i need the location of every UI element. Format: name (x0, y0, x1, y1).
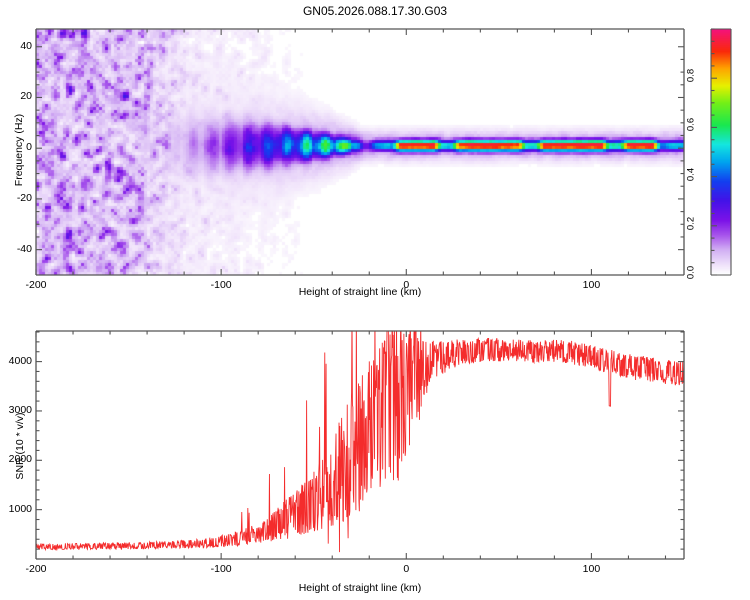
spectrogram-axes (35, 28, 685, 276)
snr-y-tick-label: 3000 (8, 403, 32, 416)
spectrogram-panel: Frequency (Hz) Height of straight line (… (13, 28, 732, 298)
snr-x-tick-label: -100 (210, 563, 232, 575)
spectrogram-y-tick-label: -40 (16, 242, 32, 255)
colorbar-tick-label: 0.6 (685, 118, 697, 132)
spectrogram-y-tick-label: 40 (20, 39, 32, 52)
snr-y-tick-label: 2000 (8, 453, 32, 466)
spectrogram-y-tick-label: 20 (20, 90, 32, 103)
snr-x-tick-label: 0 (403, 563, 410, 575)
colorbar-axes (710, 28, 732, 276)
colorbar-gradient (711, 29, 731, 275)
spectrogram-x-axis-label: Height of straight line (km) (298, 286, 422, 298)
colorbar-tick-label: 0.0 (685, 265, 697, 280)
spectrogram-y-tick-label: 0 (26, 141, 32, 154)
colorbar-tick-label: 0.4 (685, 167, 697, 181)
spectrogram-x-tick-label: 0 (403, 279, 410, 291)
colorbar-tick-label: 0.8 (685, 69, 697, 83)
snr-x-tick-label: -200 (25, 563, 47, 575)
spectrogram-x-tick-label: -200 (25, 279, 47, 291)
snr-x-tick-label: 100 (582, 563, 601, 575)
spectrogram-image (36, 29, 684, 275)
spectrogram-y-tick-label: -20 (16, 191, 32, 204)
snr-plot (35, 330, 685, 560)
snr-y-tick-label: 4000 (8, 354, 32, 367)
snr-x-axis-label: Height of straight line (km) (298, 582, 422, 594)
spectrogram-x-tick-label: 100 (582, 279, 601, 291)
snr-panel: SNR (10 * v/v) Height of straight line (… (0, 310, 750, 600)
page-title: GN05.2026.088.17.30.G03 (302, 4, 448, 18)
snr-trace (36, 331, 684, 553)
spectrogram-x-tick-label: -100 (210, 279, 232, 291)
snr-y-tick-label: 1000 (8, 502, 32, 515)
colorbar-tick-label: 0.2 (685, 216, 697, 230)
